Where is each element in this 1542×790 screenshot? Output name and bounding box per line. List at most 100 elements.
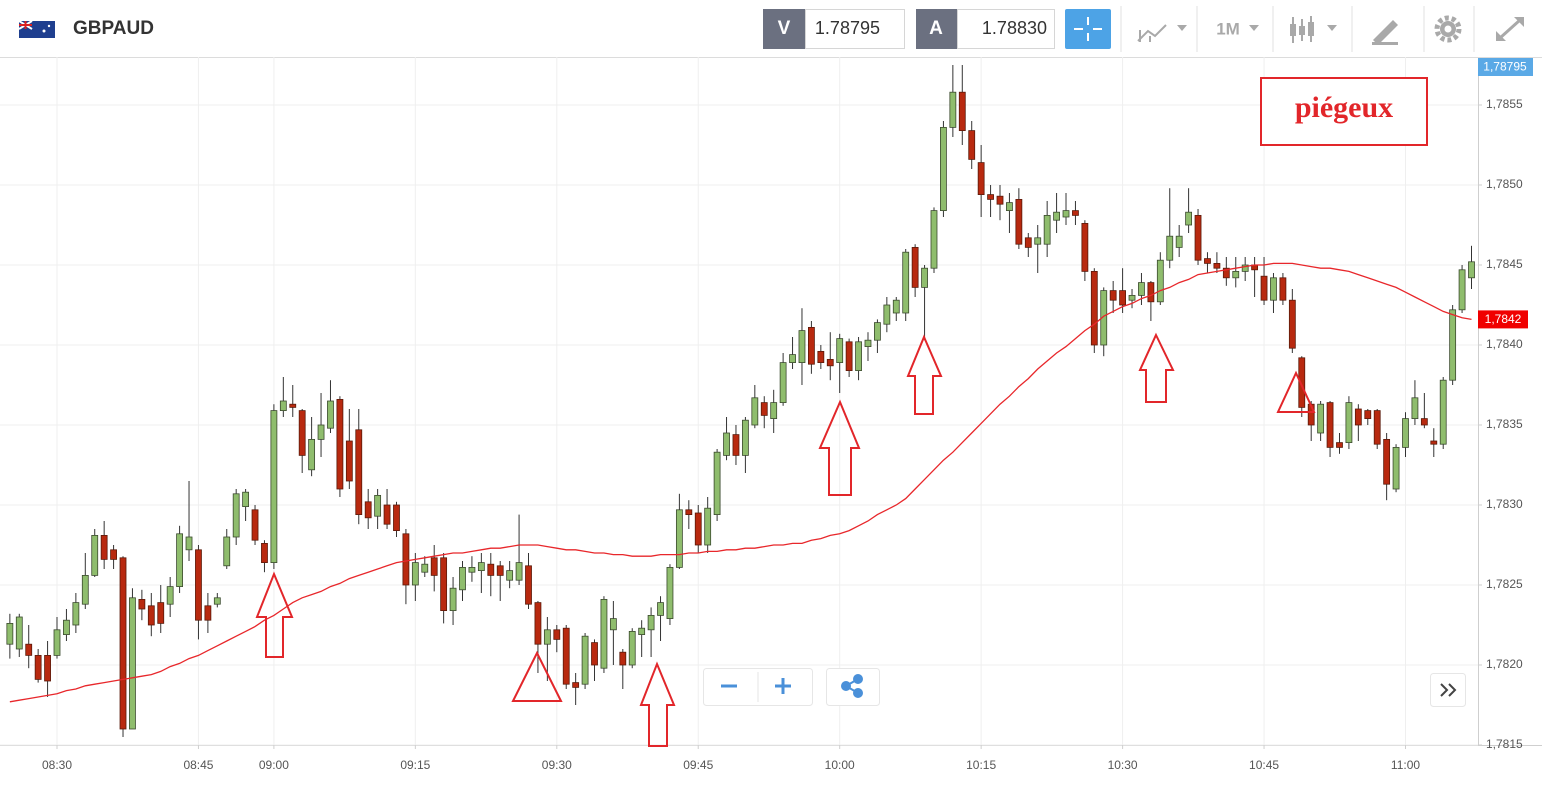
candle-body (543, 629, 551, 645)
candle-body (1260, 275, 1268, 301)
y-tick-label: 1,7845 (1486, 257, 1523, 271)
candle-body (902, 251, 910, 314)
candle-body (1326, 402, 1334, 448)
crosshair-button[interactable] (1065, 9, 1111, 49)
candle-body (940, 127, 947, 211)
arrow (255, 571, 294, 658)
candle-body (298, 410, 306, 456)
candle-body (1430, 440, 1438, 445)
candle-body (1156, 259, 1164, 303)
candle-body (1458, 269, 1466, 311)
ask-button[interactable] (916, 9, 957, 49)
settings-button[interactable] (1434, 15, 1462, 43)
candle-body (1072, 210, 1079, 216)
fullscreen-button[interactable] (1496, 17, 1524, 41)
candle-body (53, 629, 61, 656)
candle-body (628, 631, 636, 666)
indicator-button[interactable] (1137, 24, 1187, 42)
candle-body (553, 629, 561, 640)
plot (6, 65, 1475, 737)
candle-body (204, 605, 212, 621)
candle-body (402, 533, 410, 586)
candle-body (1468, 261, 1475, 279)
candle-body (1138, 282, 1145, 296)
last-price-badge: 1,7842 (1485, 312, 1522, 326)
candle-body (459, 567, 466, 591)
candle-body (1128, 294, 1136, 301)
zoom-controls (703, 668, 1466, 707)
candle-body (1043, 214, 1051, 245)
candle-body (694, 512, 702, 546)
candle-body (581, 635, 589, 685)
draw-button[interactable] (1372, 20, 1398, 45)
x-tick-label: 08:30 (42, 758, 72, 772)
candle-body (987, 194, 994, 200)
candle-body (1270, 277, 1277, 301)
annotation-box (1260, 77, 1428, 146)
candle-body (836, 338, 844, 364)
bid-label: V (778, 18, 791, 39)
zoom-in[interactable] (775, 678, 791, 694)
candle-body (921, 267, 928, 288)
candle-body (487, 563, 495, 576)
candle-body (591, 642, 598, 666)
candle-body (308, 438, 316, 471)
x-tick-label: 11:00 (1391, 758, 1420, 772)
candle-body (477, 562, 485, 571)
candle-body (600, 599, 608, 669)
y-tick-label: 1,7855 (1486, 97, 1523, 111)
candle-body (1383, 438, 1391, 485)
toolbar: GBPAUD V 1.78795 A 1.78830 1M (0, 0, 1542, 58)
bid-button[interactable] (763, 9, 805, 49)
candle-body (1053, 211, 1060, 221)
toolbar-separators (1120, 6, 1475, 52)
bid-price: 1.78795 (815, 18, 880, 38)
arrow (906, 334, 943, 415)
moving-average (9, 262, 1472, 703)
candle-body (213, 597, 221, 605)
candle-body (1449, 309, 1457, 381)
y-tick-label: 1,7840 (1486, 337, 1523, 351)
candle-body (1402, 418, 1409, 448)
triangle (1276, 370, 1316, 413)
chart-type-button[interactable] (1290, 16, 1337, 43)
candle-body (1147, 282, 1155, 303)
candle-body (81, 575, 89, 605)
candle-body (826, 358, 834, 367)
candle-body (100, 535, 108, 560)
candle-body (817, 350, 825, 363)
x-tick-label: 10:30 (1108, 758, 1138, 772)
y-tick-label: 1,7815 (1486, 737, 1523, 751)
x-tick-label: 10:00 (825, 758, 855, 772)
candle-body (176, 533, 183, 587)
annotation-arrows (255, 332, 1316, 747)
candle-body (157, 602, 165, 624)
scroll-right[interactable] (1440, 683, 1457, 697)
candle-body (468, 567, 476, 573)
candle-body (440, 557, 448, 611)
arrow (639, 661, 676, 747)
candle-body (1420, 418, 1428, 426)
candle-body (44, 655, 51, 682)
candle-body (1392, 446, 1400, 490)
candle-body (732, 434, 740, 456)
candle-body (6, 623, 14, 645)
x-tick-label: 09:15 (400, 758, 430, 772)
candle-body (666, 567, 674, 620)
candle-body (430, 557, 438, 576)
share-button[interactable] (841, 674, 863, 698)
timeframe-button[interactable]: 1M (1216, 19, 1240, 38)
candle-body (808, 326, 815, 365)
candle-body (1100, 290, 1108, 346)
candle-body (1194, 214, 1202, 261)
candle-body (1288, 299, 1296, 349)
x-tick-label: 09:30 (542, 758, 572, 772)
candle-body (657, 602, 664, 616)
candle-body (166, 586, 174, 605)
candle-body (119, 557, 127, 730)
candle-body (770, 402, 778, 420)
bid-box (805, 9, 905, 49)
candle-body (1109, 290, 1117, 301)
candle-body (25, 643, 33, 656)
candle-body (110, 549, 117, 560)
